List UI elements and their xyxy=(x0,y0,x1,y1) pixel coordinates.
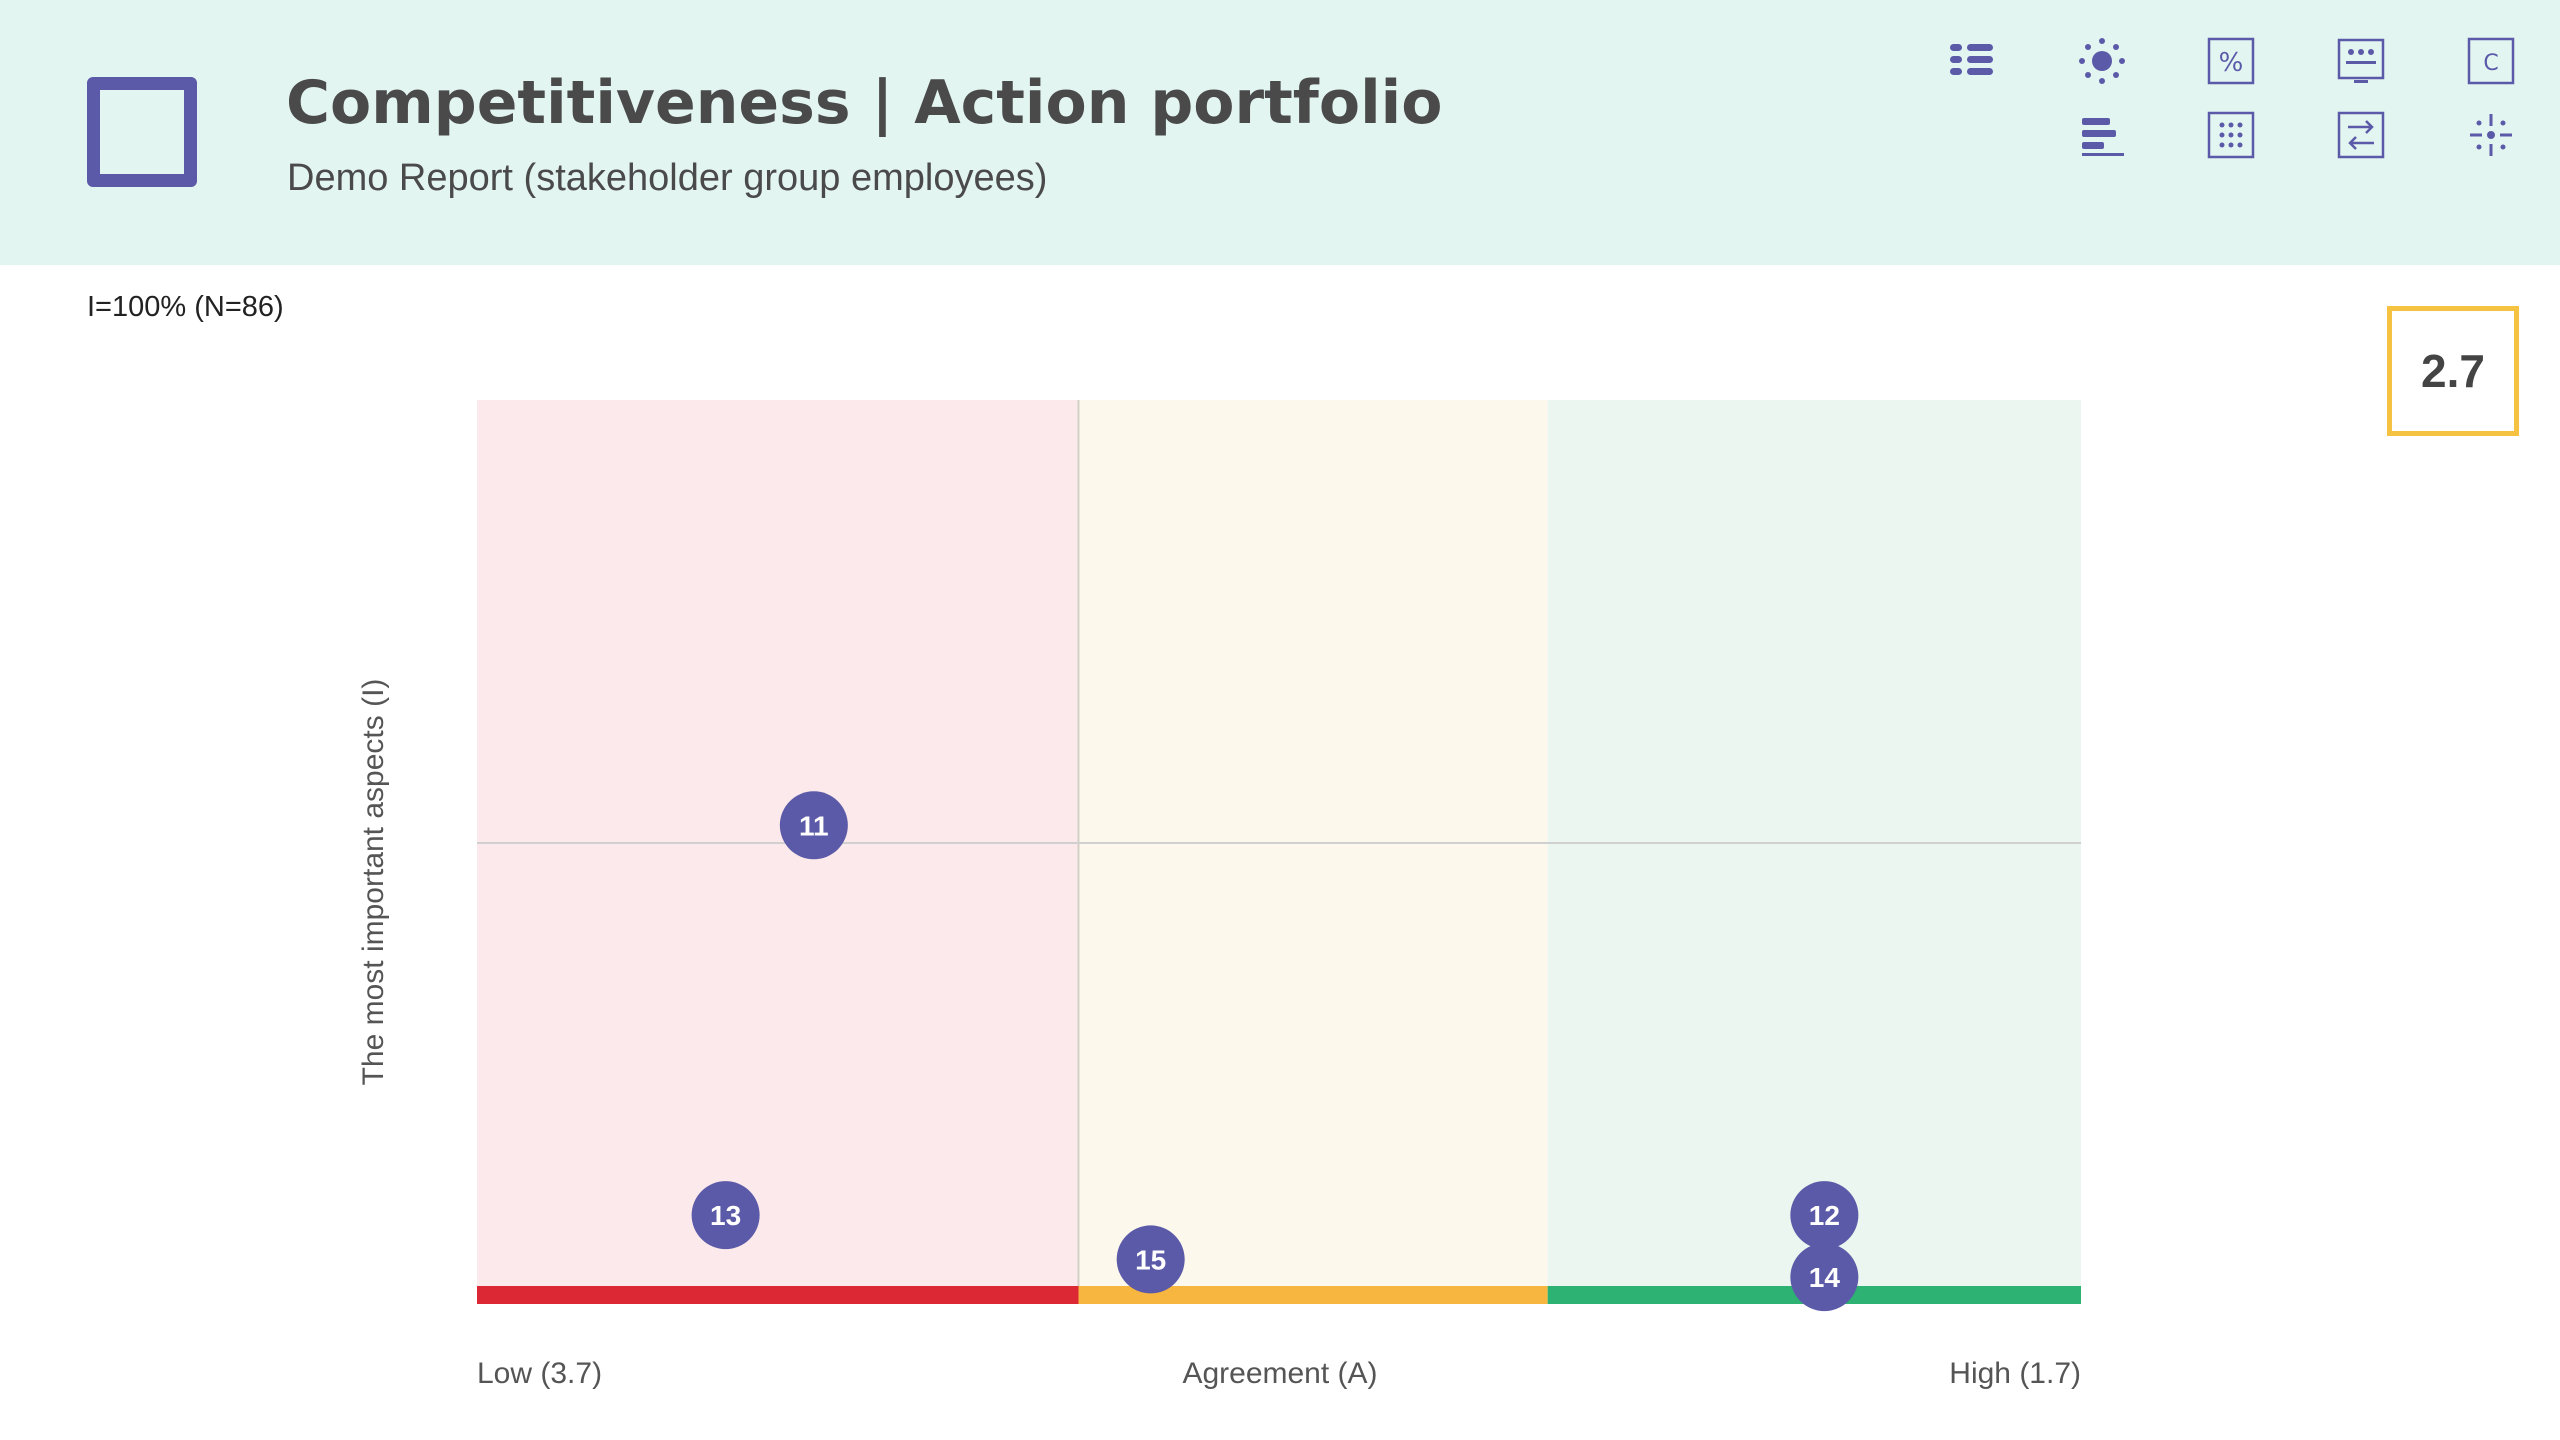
x-axis-high-label: High (1.7) xyxy=(1949,1357,2081,1390)
data-point-14[interactable]: 14 xyxy=(1790,1243,1859,1312)
overall-score-badge: 2.7 xyxy=(2387,306,2519,436)
zone-bar-medium xyxy=(1078,1286,1548,1304)
point-label: 13 xyxy=(710,1200,741,1231)
bar-align-icon[interactable] xyxy=(2074,107,2130,163)
list-view-icon[interactable] xyxy=(1944,33,2000,89)
point-label: 11 xyxy=(799,810,829,841)
logo-square-icon xyxy=(87,77,197,187)
sparkle-icon[interactable] xyxy=(2463,107,2519,163)
report-header: Competitiveness | Action portfolio Demo … xyxy=(0,0,2560,265)
point-marker[interactable] xyxy=(1790,1243,1859,1312)
zone-bar-low xyxy=(477,1286,1079,1304)
percent-icon[interactable]: % xyxy=(2203,33,2259,89)
y-axis-title: The most important aspects (I) xyxy=(357,679,390,1086)
page-subtitle: Demo Report (stakeholder group employees… xyxy=(287,157,1048,199)
point-label: 12 xyxy=(1809,1200,1840,1231)
swap-arrows-icon[interactable] xyxy=(2333,107,2389,163)
point-label: 15 xyxy=(1135,1244,1166,1275)
svg-text:%: % xyxy=(2219,48,2244,78)
sun-icon[interactable] xyxy=(2074,33,2130,89)
svg-text:C: C xyxy=(2483,51,2498,76)
data-point-15[interactable]: 15 xyxy=(1116,1225,1185,1294)
grid-table-icon[interactable] xyxy=(2203,107,2259,163)
page-title: Competitiveness | Action portfolio xyxy=(286,68,1443,138)
point-marker[interactable] xyxy=(691,1181,760,1250)
data-point-13[interactable]: 13 xyxy=(691,1181,760,1250)
x-axis-title: Agreement (A) xyxy=(1182,1357,1377,1390)
c-box-icon[interactable]: C xyxy=(2463,33,2519,89)
x-axis-low-label: Low (3.7) xyxy=(477,1357,602,1390)
point-marker[interactable] xyxy=(779,791,848,860)
dots-panel-icon[interactable] xyxy=(2333,33,2389,89)
sample-size-note: I=100% (N=86) xyxy=(87,291,284,323)
data-point-11[interactable]: 11 xyxy=(779,791,848,860)
point-marker[interactable] xyxy=(1116,1225,1185,1294)
data-point-12[interactable]: 12 xyxy=(1790,1181,1859,1250)
point-marker[interactable] xyxy=(1790,1181,1859,1250)
point-label: 14 xyxy=(1809,1262,1841,1293)
